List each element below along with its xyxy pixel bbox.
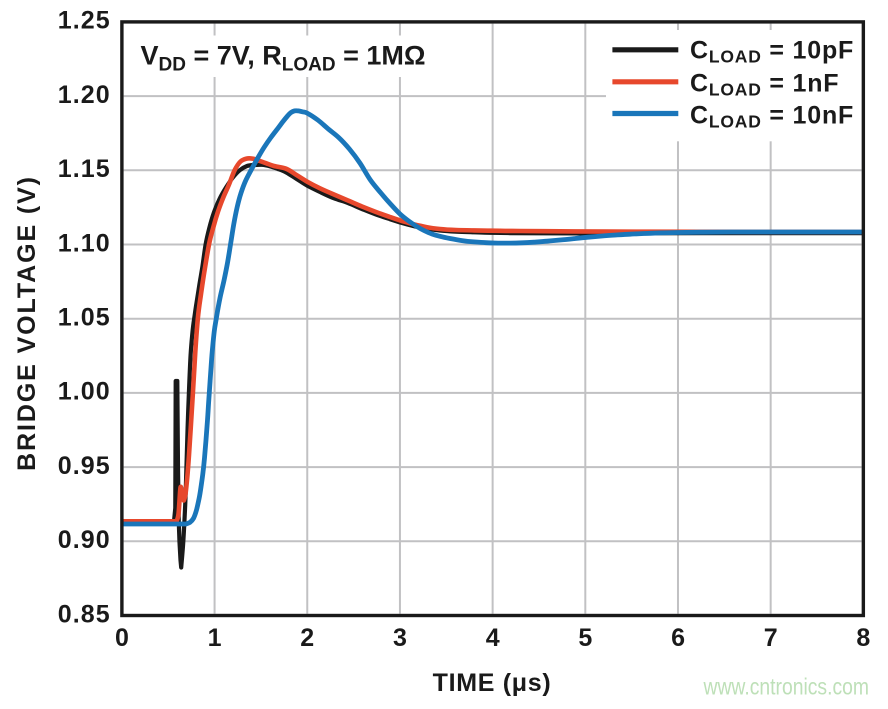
svg-text:2: 2 xyxy=(300,624,315,652)
svg-text:BRIDGE VOLTAGE (V): BRIDGE VOLTAGE (V) xyxy=(13,175,41,471)
svg-text:1.25: 1.25 xyxy=(58,7,111,35)
svg-text:7: 7 xyxy=(764,624,779,652)
svg-text:6: 6 xyxy=(671,624,686,652)
svg-text:1.15: 1.15 xyxy=(58,155,111,183)
svg-text:0: 0 xyxy=(115,624,130,652)
svg-text:3: 3 xyxy=(393,624,408,652)
svg-text:1.00: 1.00 xyxy=(58,378,111,406)
svg-text:5: 5 xyxy=(578,624,593,652)
svg-text:0.95: 0.95 xyxy=(58,452,111,480)
svg-text:1.20: 1.20 xyxy=(58,81,111,109)
svg-text:www.cntronics.com: www.cntronics.com xyxy=(703,674,869,700)
svg-text:VDD = 7V, RLOAD = 1MΩ: VDD = 7V, RLOAD = 1MΩ xyxy=(141,41,426,76)
svg-text:CLOAD = 10pF: CLOAD = 10pF xyxy=(690,36,854,66)
svg-text:4: 4 xyxy=(486,624,501,652)
svg-text:CLOAD = 10nF: CLOAD = 10nF xyxy=(690,101,854,131)
svg-text:8: 8 xyxy=(856,624,871,652)
svg-text:TIME (μs): TIME (μs) xyxy=(433,669,552,697)
svg-text:0.90: 0.90 xyxy=(58,526,111,554)
svg-text:1.10: 1.10 xyxy=(58,229,111,257)
svg-text:0.85: 0.85 xyxy=(58,600,111,628)
svg-text:1.05: 1.05 xyxy=(58,304,111,332)
svg-text:1: 1 xyxy=(208,624,223,652)
